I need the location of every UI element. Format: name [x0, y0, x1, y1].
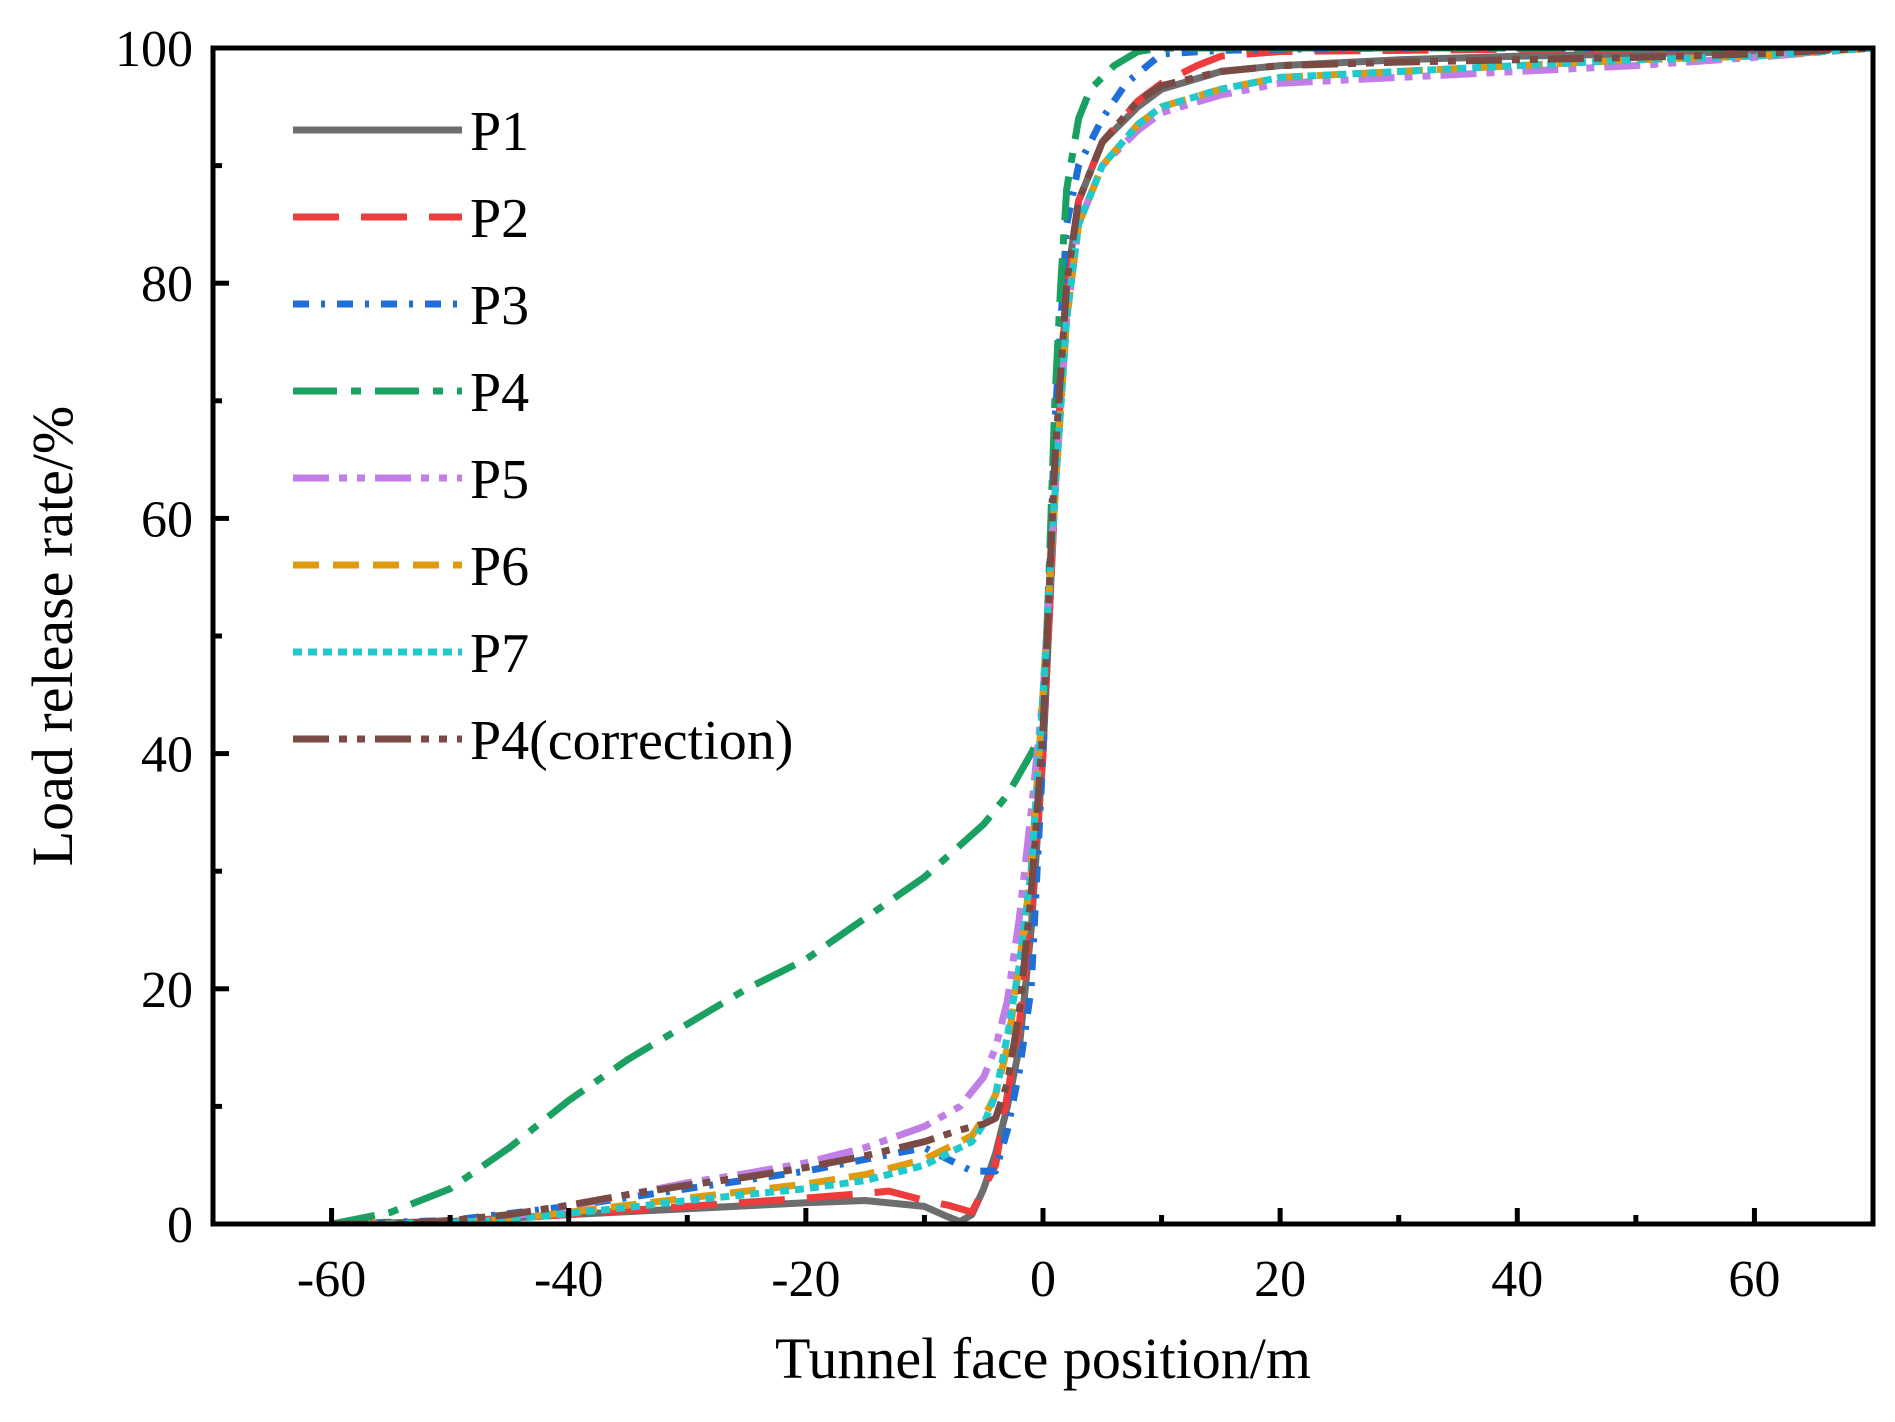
series-line-1 — [331, 48, 1873, 1224]
series-line-7 — [331, 48, 1873, 1224]
y-tick-label: 80 — [141, 256, 193, 313]
legend-label-3: P3 — [470, 275, 529, 337]
x-tick-label: -60 — [297, 1251, 366, 1308]
y-tick-label: 20 — [141, 962, 193, 1019]
legend-label-7: P7 — [470, 623, 529, 685]
series-lines — [330, 48, 1873, 1224]
y-tick-label: 0 — [167, 1197, 193, 1254]
x-tick-label: 0 — [1030, 1251, 1056, 1308]
axis-ticks — [213, 45, 1757, 1227]
y-tick-label: 100 — [115, 21, 193, 78]
legend-label-2: P2 — [470, 188, 529, 250]
series-line-4 — [330, 48, 1873, 1224]
x-tick-label: 60 — [1728, 1251, 1780, 1308]
x-tick-label: 40 — [1491, 1251, 1543, 1308]
legend-label-8: P4(correction) — [470, 710, 793, 772]
series-line-6 — [331, 48, 1873, 1224]
series-line-2 — [331, 48, 1873, 1224]
series-line-3 — [331, 48, 1873, 1224]
y-tick-label: 40 — [141, 727, 193, 784]
legend-label-6: P6 — [470, 536, 529, 598]
x-tick-label: -20 — [771, 1251, 840, 1308]
series-line-8 — [331, 48, 1873, 1224]
y-axis-title: Load release rate/% — [20, 406, 85, 867]
x-axis-title: Tunnel face position/m — [775, 1326, 1311, 1391]
tick-labels: -60 -40 -20 0 20 40 60 0 20 40 60 80 100 — [115, 21, 1780, 1308]
series-line-5 — [331, 48, 1873, 1224]
legend-label-4: P4 — [470, 362, 529, 424]
legend-label-5: P5 — [470, 449, 529, 511]
legend: P1 P2 P3 P4 P5 P6 P7 P4(correction) — [293, 101, 793, 772]
y-tick-label: 60 — [141, 491, 193, 548]
x-tick-label: -40 — [534, 1251, 603, 1308]
x-tick-label: 20 — [1254, 1251, 1306, 1308]
legend-label-1: P1 — [470, 101, 529, 163]
